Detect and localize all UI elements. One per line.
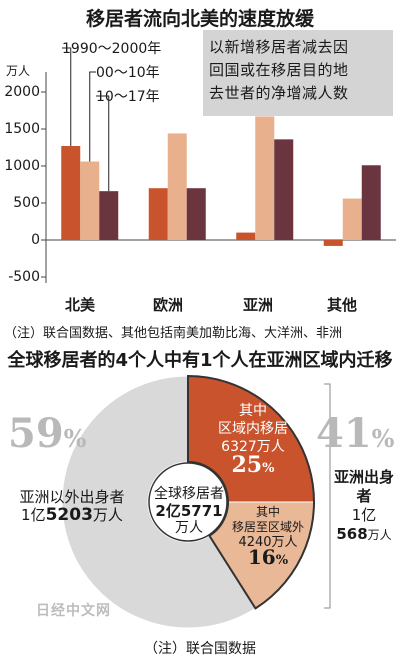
bar bbox=[255, 116, 275, 240]
annotation-line: 以新增移居者减去因 bbox=[209, 38, 349, 56]
asia-origin-label: 亚洲出身者 1亿 568万人 bbox=[334, 468, 394, 545]
slice-label: 移居至区域外 bbox=[231, 520, 304, 534]
watermark-logo: 日经中文网 bbox=[36, 603, 111, 619]
category-label-north-america: 北美 bbox=[64, 296, 95, 314]
annotation-line: 去世者的净增减人数 bbox=[209, 84, 349, 102]
pie-chart-title: 全球移居者的4个人中有1个人在亚洲区域内迁移 bbox=[7, 350, 393, 371]
bar bbox=[167, 133, 187, 240]
slice-value: 4240万人 bbox=[238, 535, 298, 550]
bar bbox=[80, 161, 100, 240]
pie-center-circle bbox=[148, 462, 228, 542]
bar-chart-note: （注）联合国数据、其他包括南美加勒比海、大洋洲、非洲 bbox=[4, 326, 343, 341]
bar bbox=[361, 165, 381, 240]
y-tick-label: 2000 bbox=[4, 84, 40, 100]
pie-slice-non-asia-origin bbox=[61, 375, 257, 629]
non-asia-origin-label: 亚洲以外出身者 1亿5203万人 bbox=[12, 488, 132, 524]
category-label-other: 其他 bbox=[326, 296, 357, 314]
out-of-region-migration-label: 其中 移居至区域外 4240万人 16% bbox=[222, 505, 314, 568]
bar-chart-title: 移居者流向北美的速度放缓 bbox=[85, 8, 314, 30]
series-label-2010-2017: 10～17年 bbox=[96, 89, 160, 105]
percent-label-intra-region: 25% bbox=[231, 452, 275, 478]
bar-chart bbox=[41, 47, 396, 283]
percent-label-non-asia: 59% bbox=[8, 410, 87, 457]
y-tick-label: 500 bbox=[13, 195, 40, 211]
bar bbox=[186, 188, 206, 240]
series-label-2000-2010: 00～10年 bbox=[96, 65, 160, 81]
slice-label: 区域内移居 bbox=[218, 421, 288, 437]
net-change-annotation: 以新增移居者减去因 回国或在移居目的地 去世者的净增减人数 bbox=[203, 30, 393, 116]
y-tick-label: -500 bbox=[8, 269, 40, 285]
series-label-1990-2000: 1990～2000年 bbox=[62, 41, 162, 57]
y-tick-label: 1000 bbox=[4, 158, 40, 174]
slice-value: 6327万人 bbox=[221, 439, 285, 455]
bar bbox=[148, 188, 168, 240]
slice-value: 568万人 bbox=[336, 525, 392, 543]
y-axis-unit: 万人 bbox=[6, 64, 31, 78]
bar bbox=[323, 240, 343, 246]
pie-center-label: 全球移居者 2亿5771 万人 bbox=[140, 486, 238, 537]
center-unit: 万人 bbox=[175, 520, 203, 536]
asia-origin-bracket bbox=[324, 383, 331, 609]
category-label-asia: 亚洲 bbox=[242, 296, 273, 314]
slice-label: 亚洲出身者 bbox=[334, 468, 395, 505]
slice-label: 其中 bbox=[255, 505, 280, 519]
legend-leader-line bbox=[62, 47, 72, 147]
legend-leader-line bbox=[89, 71, 96, 162]
bar bbox=[61, 146, 81, 240]
category-label-europe: 欧洲 bbox=[152, 296, 183, 314]
legend-leader-line bbox=[96, 95, 110, 192]
percent-label-out-of-region: 16% bbox=[247, 545, 289, 569]
center-value: 2亿5771 bbox=[155, 502, 223, 520]
asia-origin-outline bbox=[187, 374, 315, 610]
bar bbox=[236, 232, 256, 240]
pie-chart-note: （注）联合国数据 bbox=[144, 641, 256, 657]
bar bbox=[99, 191, 119, 240]
slice-label: 亚洲以外出身者 bbox=[19, 488, 125, 506]
annotation-line: 回国或在移居目的地 bbox=[209, 61, 349, 79]
y-tick-label: 0 bbox=[31, 232, 40, 248]
slice-value: 1亿 bbox=[351, 506, 377, 524]
slice-label: 其中 bbox=[239, 403, 267, 419]
intra-region-migration-label: 其中 区域内移居 6327万人 25% bbox=[198, 402, 308, 478]
center-title: 全球移居者 bbox=[154, 486, 224, 502]
percent-label-asia: 41% bbox=[316, 410, 395, 457]
slice-value: 1亿5203万人 bbox=[21, 505, 123, 525]
y-tick-label: 1500 bbox=[4, 121, 40, 137]
bar bbox=[274, 139, 294, 240]
bar bbox=[342, 198, 362, 240]
